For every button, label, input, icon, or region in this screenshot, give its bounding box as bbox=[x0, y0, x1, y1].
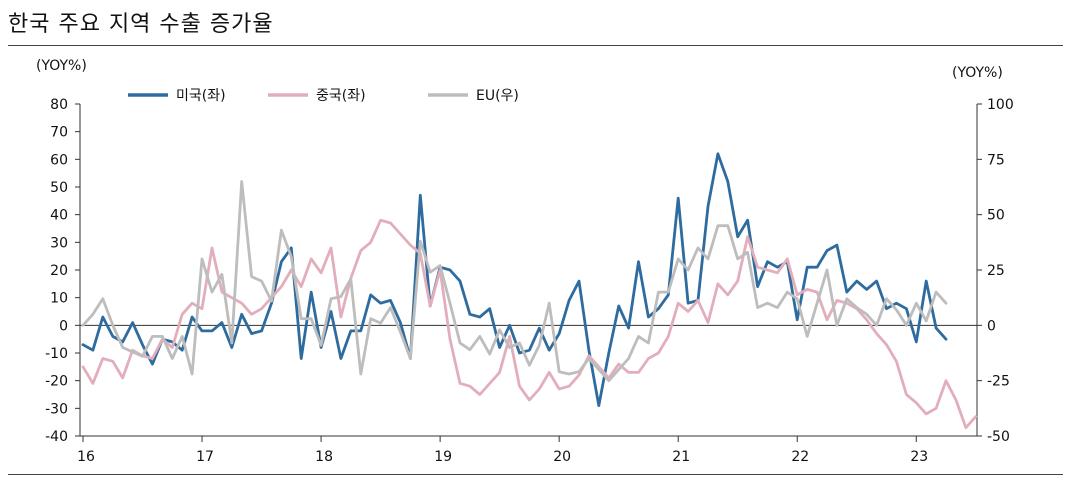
x-axis-tick-label: 23 bbox=[910, 449, 928, 465]
right-axis-tick-label: 100 bbox=[987, 97, 1014, 113]
right-axis-tick-label: 75 bbox=[987, 152, 1005, 168]
page-title: 한국 주요 지역 수출 증가율 bbox=[8, 12, 274, 37]
left-axis-tick-label: -20 bbox=[45, 374, 68, 390]
top-rule bbox=[8, 45, 1063, 46]
legend-label-1: 미국(좌) bbox=[176, 88, 226, 104]
legend-label-2: 중국(좌) bbox=[316, 88, 366, 104]
left-axis-tick-label: -30 bbox=[45, 401, 68, 417]
left-axis-tick-label: 0 bbox=[59, 318, 68, 334]
x-axis-tick-label: 20 bbox=[553, 449, 571, 465]
left-axis-tick-label: 30 bbox=[50, 235, 68, 251]
left-axis-tick-label: 70 bbox=[50, 125, 68, 141]
left-axis-tick-label: 50 bbox=[50, 180, 68, 196]
left-axis-tick-label: -10 bbox=[45, 346, 68, 362]
right-axis-tick-label: -25 bbox=[987, 374, 1010, 390]
left-axis-tick-label: 80 bbox=[50, 97, 68, 113]
right-axis-tick-label: 0 bbox=[987, 318, 996, 334]
series-line-2 bbox=[81, 218, 978, 430]
x-axis-tick-label: 17 bbox=[196, 449, 214, 465]
x-axis-tick-label: 18 bbox=[315, 449, 333, 465]
right-axis-tick-label: 25 bbox=[987, 263, 1005, 279]
bottom-rule bbox=[8, 474, 1063, 475]
left-axis-tick-label: 10 bbox=[50, 291, 68, 307]
right-axis-tick-label: 50 bbox=[987, 208, 1005, 224]
left-axis-tick-label: -40 bbox=[45, 429, 68, 445]
left-axis-title: (YOY%) bbox=[36, 58, 87, 74]
x-axis-tick-label: 21 bbox=[672, 449, 690, 465]
right-axis-title: (YOY%) bbox=[952, 65, 1003, 81]
right-axis-tick-label: -50 bbox=[987, 429, 1010, 445]
x-axis-tick-label: 19 bbox=[434, 449, 452, 465]
left-axis-tick-label: 20 bbox=[50, 263, 68, 279]
x-axis-tick-label: 22 bbox=[791, 449, 809, 465]
legend-label-3: EU(우) bbox=[476, 88, 519, 104]
left-axis-tick-label: 60 bbox=[50, 152, 68, 168]
series-line-3 bbox=[81, 180, 948, 383]
x-axis-tick-label: 16 bbox=[77, 449, 95, 465]
left-axis-tick-label: 40 bbox=[50, 208, 68, 224]
